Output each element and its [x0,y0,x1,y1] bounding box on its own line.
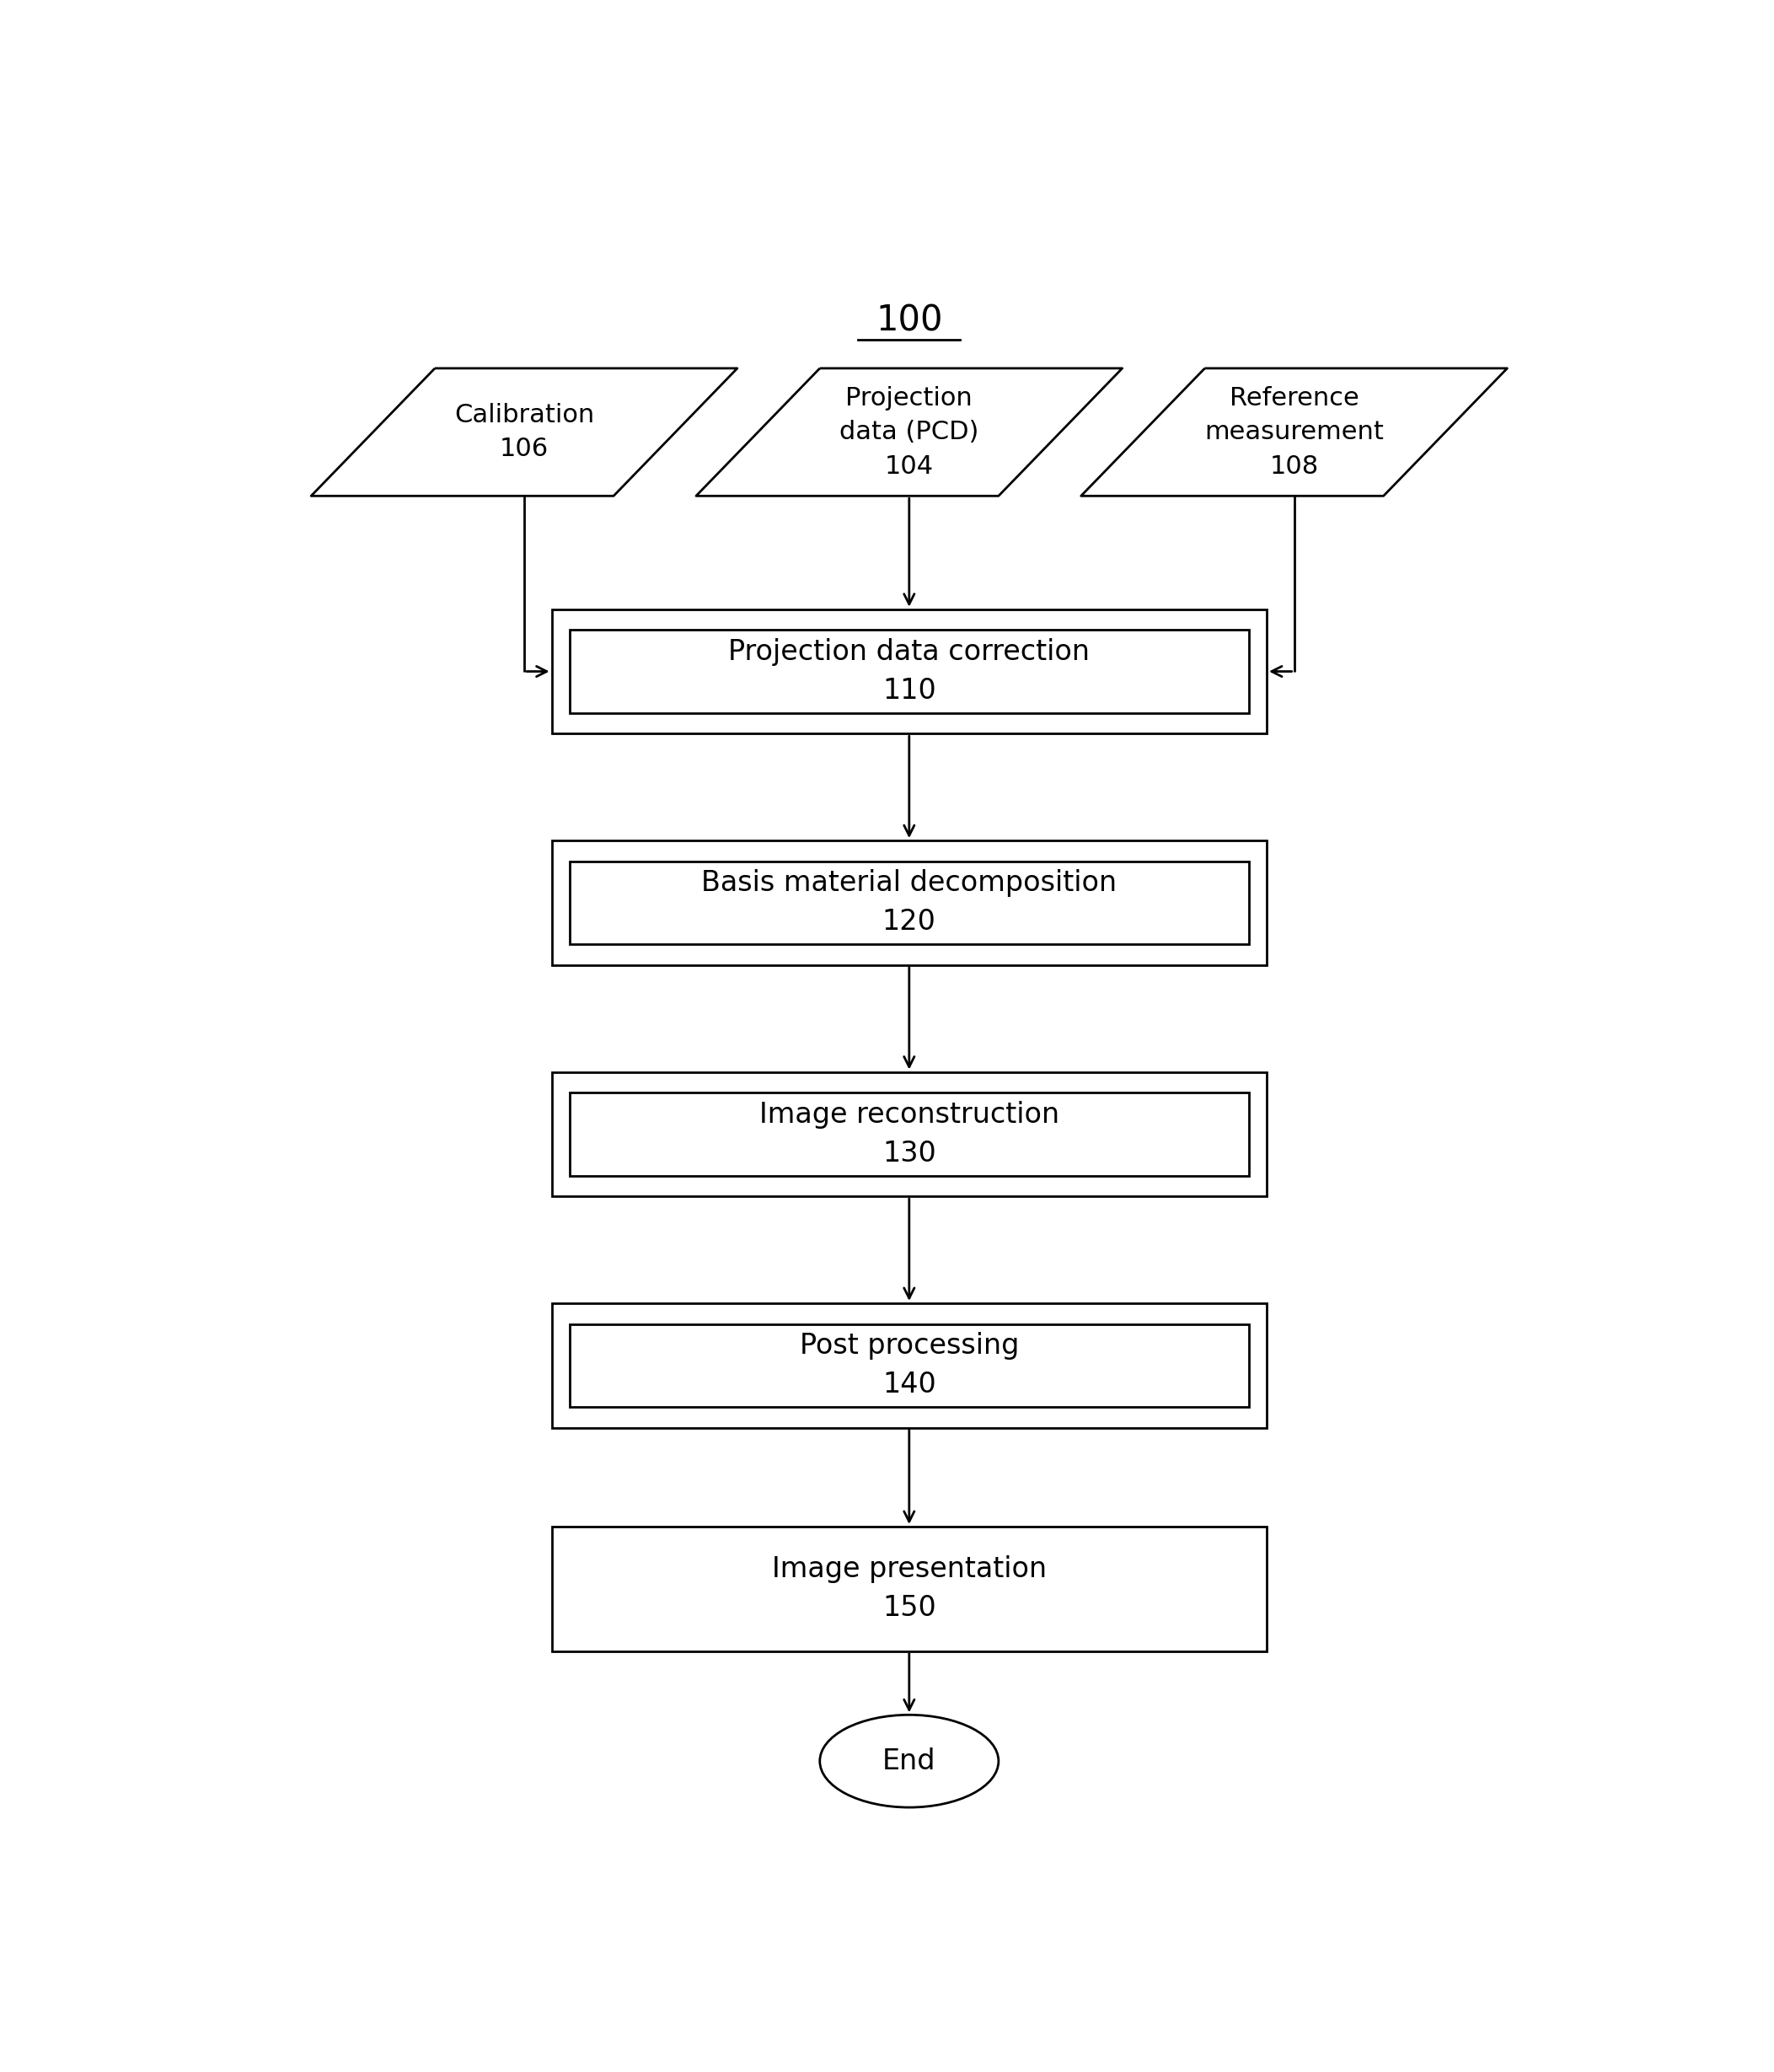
Bar [552,1071,1267,1196]
Text: Post processing
140: Post processing 140 [800,1332,1018,1399]
Text: Image reconstruction
130: Image reconstruction 130 [759,1100,1059,1167]
Text: Basis material decomposition
120: Basis material decomposition 120 [701,870,1118,937]
Bar [552,1527,1267,1651]
Text: Projection data correction
110: Projection data correction 110 [729,638,1089,704]
Bar [569,1324,1249,1407]
Bar [569,1092,1249,1175]
Bar [569,862,1249,945]
Text: 100: 100 [876,303,942,338]
Bar [552,841,1267,966]
Text: Image presentation
150: Image presentation 150 [772,1556,1047,1622]
Text: End: End [882,1747,937,1776]
Text: Reference
measurement
108: Reference measurement 108 [1205,385,1384,479]
Text: Calibration
106: Calibration 106 [454,402,594,462]
Bar [552,609,1267,733]
Bar [552,1303,1267,1428]
Bar [569,630,1249,713]
Text: Projection
data (PCD)
104: Projection data (PCD) 104 [839,385,979,479]
Ellipse shape [820,1716,999,1807]
